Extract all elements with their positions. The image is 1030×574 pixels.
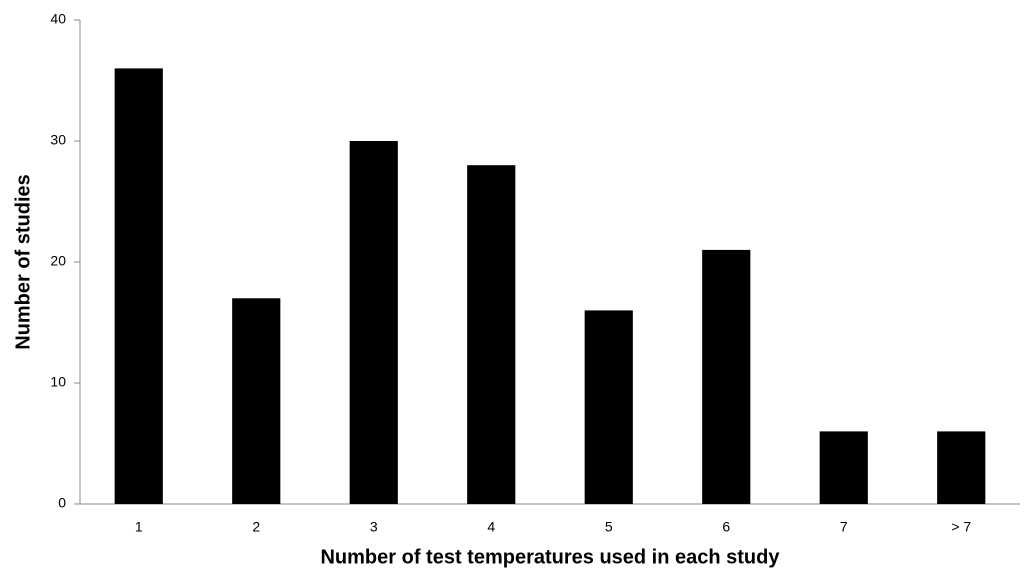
x-tick-label: 6 [722,519,730,535]
y-tick-label: 0 [58,495,66,511]
bar [584,310,633,504]
y-tick-label: 30 [50,132,66,148]
bar [114,68,163,505]
y-axis-title: Number of studies [12,174,34,350]
bar [702,249,751,504]
bar [349,141,398,504]
bar [232,298,281,504]
bar [467,165,516,504]
x-tick-label: 5 [605,519,613,535]
x-tick-label: 2 [252,519,260,535]
x-tick-label: 3 [370,519,378,535]
x-tick-label: 1 [135,519,143,535]
x-tick-label: 4 [487,519,495,535]
bar [819,431,868,504]
y-tick-label: 10 [50,374,66,390]
x-tick-label: > 7 [951,519,971,535]
y-tick-label: 40 [50,11,66,27]
bar [937,431,986,504]
x-axis-title: Number of test temperatures used in each… [320,546,780,568]
x-tick-label: 7 [840,519,848,535]
y-tick-label: 20 [50,253,66,269]
